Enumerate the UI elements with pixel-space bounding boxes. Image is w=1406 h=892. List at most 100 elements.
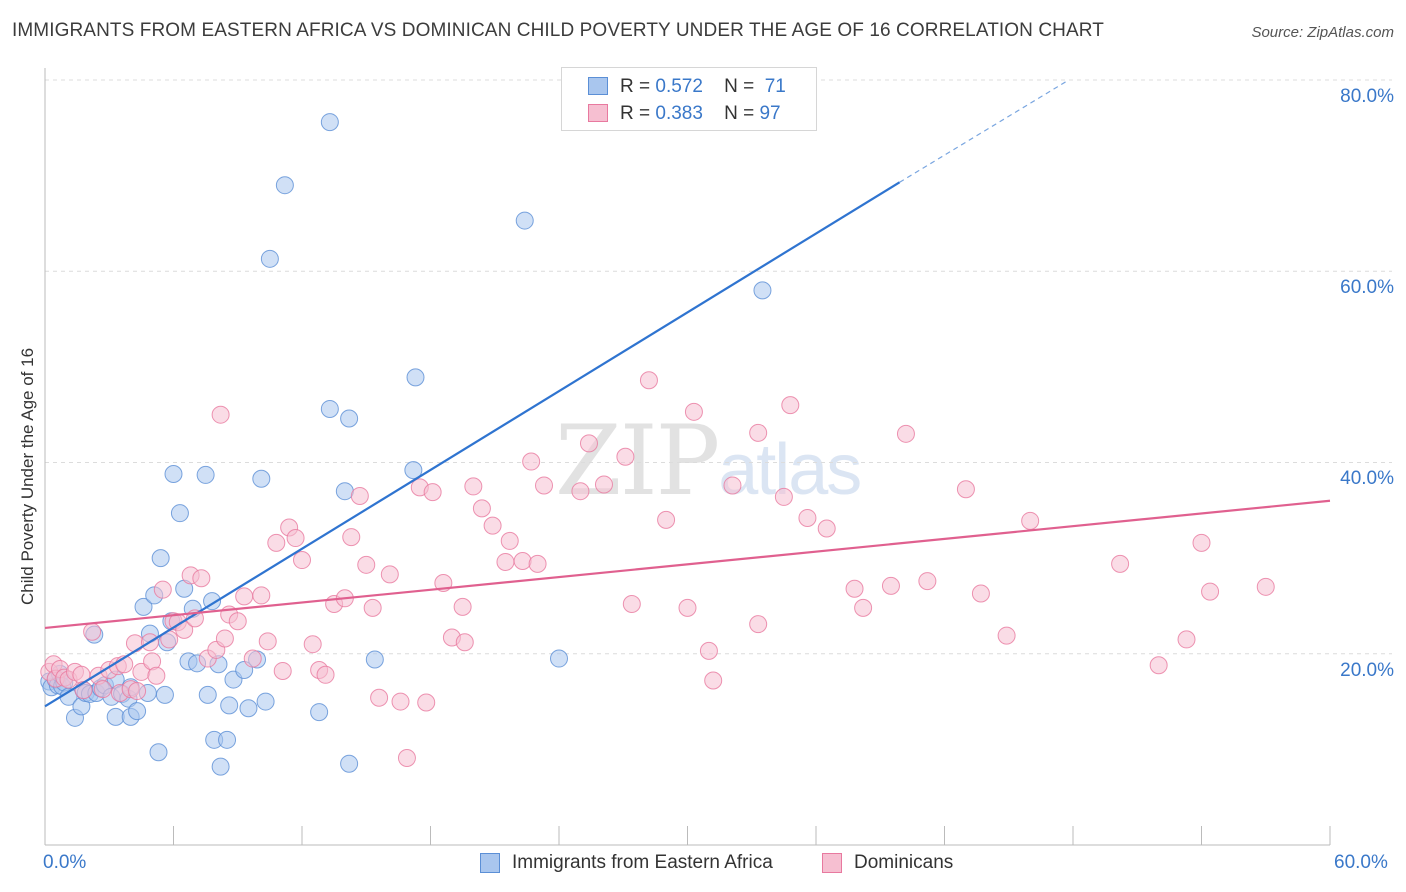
y-tick-label: 20.0% bbox=[1340, 660, 1394, 681]
point-dominicans bbox=[997, 626, 1016, 645]
legend-label: Immigrants from Eastern Africa bbox=[512, 852, 773, 873]
point-dominicans bbox=[83, 622, 102, 641]
axes bbox=[44, 68, 1331, 846]
point-eastern-africa bbox=[340, 754, 359, 773]
point-dominicans bbox=[153, 580, 172, 599]
point-dominicans bbox=[211, 405, 230, 424]
point-dominicans bbox=[380, 565, 399, 584]
r-label: R = bbox=[620, 103, 651, 124]
point-eastern-africa bbox=[220, 696, 239, 715]
point-dominicans bbox=[699, 641, 718, 660]
point-dominicans bbox=[357, 555, 376, 574]
point-dominicans bbox=[528, 554, 547, 573]
point-dominicans bbox=[704, 671, 723, 690]
point-dominicans bbox=[453, 597, 472, 616]
point-dominicans bbox=[881, 576, 900, 595]
point-eastern-africa bbox=[106, 707, 125, 726]
point-dominicans bbox=[781, 396, 800, 415]
point-eastern-africa bbox=[260, 249, 279, 268]
point-eastern-africa bbox=[550, 649, 568, 668]
point-dominicans bbox=[657, 510, 676, 529]
point-dominicans bbox=[535, 476, 554, 495]
point-dominicans bbox=[684, 402, 703, 421]
point-eastern-africa bbox=[256, 692, 275, 711]
pink-swatch bbox=[822, 853, 842, 873]
point-dominicans bbox=[363, 598, 382, 617]
point-eastern-africa bbox=[340, 409, 359, 428]
r-value: 0.572 bbox=[655, 76, 703, 97]
y-tick-label: 40.0% bbox=[1340, 468, 1394, 489]
point-eastern-africa bbox=[170, 504, 189, 523]
point-dominicans bbox=[1256, 577, 1275, 596]
point-eastern-africa bbox=[753, 281, 772, 300]
point-dominicans bbox=[1149, 656, 1168, 675]
point-dominicans bbox=[391, 692, 410, 711]
point-eastern-africa bbox=[252, 469, 271, 488]
point-eastern-africa bbox=[211, 757, 230, 776]
point-dominicans bbox=[956, 480, 975, 499]
point-eastern-africa bbox=[406, 368, 425, 387]
point-dominicans bbox=[252, 586, 271, 605]
trend-lines bbox=[44, 79, 1331, 708]
point-eastern-africa bbox=[196, 465, 215, 484]
point-dominicans bbox=[522, 452, 541, 471]
blue-swatch bbox=[588, 77, 608, 95]
point-eastern-africa bbox=[320, 113, 339, 132]
y-tick-label: 80.0% bbox=[1340, 86, 1394, 107]
point-eastern-africa bbox=[239, 699, 258, 718]
point-dominicans bbox=[258, 632, 277, 651]
point-dominicans bbox=[1111, 554, 1130, 573]
point-dominicans bbox=[1201, 582, 1220, 601]
point-dominicans bbox=[342, 528, 361, 547]
n-label: N = bbox=[724, 103, 755, 124]
n-value: 97 bbox=[759, 103, 781, 124]
point-eastern-africa bbox=[134, 597, 153, 616]
point-dominicans bbox=[455, 633, 474, 652]
x-tick-label: 60.0% bbox=[1334, 852, 1388, 873]
point-dominicans bbox=[496, 552, 515, 571]
point-dominicans bbox=[798, 508, 817, 527]
point-eastern-africa bbox=[310, 703, 329, 722]
point-dominicans bbox=[513, 551, 532, 570]
grid-lines bbox=[45, 79, 1392, 655]
point-dominicans bbox=[417, 693, 436, 712]
point-eastern-africa bbox=[155, 685, 174, 704]
point-dominicans bbox=[215, 629, 234, 648]
point-dominicans bbox=[971, 584, 990, 603]
trend-line-dominicans bbox=[44, 499, 1331, 630]
point-eastern-africa bbox=[515, 211, 534, 230]
point-dominicans bbox=[286, 529, 305, 548]
point-dominicans bbox=[817, 519, 836, 538]
point-dominicans bbox=[303, 635, 322, 654]
point-dominicans bbox=[235, 587, 254, 606]
point-dominicans bbox=[896, 424, 915, 443]
point-dominicans bbox=[316, 665, 335, 684]
point-dominicans bbox=[370, 688, 389, 707]
point-dominicans bbox=[854, 598, 873, 617]
point-dominicans bbox=[845, 579, 864, 598]
chart-title: IMMIGRANTS FROM EASTERN AFRICA VS DOMINI… bbox=[12, 20, 1104, 41]
point-dominicans bbox=[1177, 630, 1196, 649]
point-eastern-africa bbox=[218, 730, 237, 749]
point-dominicans bbox=[397, 748, 416, 767]
trend-line-eastern-africa-extension bbox=[899, 79, 1070, 183]
stats-legend: R = 0.572 N = 71 R = 0.383 N = 97 bbox=[561, 67, 817, 131]
point-eastern-africa bbox=[198, 685, 217, 704]
y-tick-label: 60.0% bbox=[1340, 277, 1394, 298]
point-dominicans bbox=[293, 551, 311, 570]
n-value: 71 bbox=[764, 76, 786, 97]
point-eastern-africa bbox=[149, 743, 168, 762]
point-dominicans bbox=[579, 434, 598, 453]
point-eastern-africa bbox=[128, 702, 147, 721]
point-dominicans bbox=[228, 612, 247, 631]
legend-label: Dominicans bbox=[854, 852, 954, 873]
point-eastern-africa bbox=[151, 549, 170, 568]
point-dominicans bbox=[243, 649, 262, 668]
point-dominicans bbox=[723, 476, 742, 495]
point-dominicans bbox=[423, 483, 442, 502]
point-dominicans bbox=[273, 661, 292, 680]
point-dominicans bbox=[774, 487, 793, 506]
r-value: 0.383 bbox=[655, 103, 703, 124]
point-eastern-africa bbox=[335, 482, 354, 501]
